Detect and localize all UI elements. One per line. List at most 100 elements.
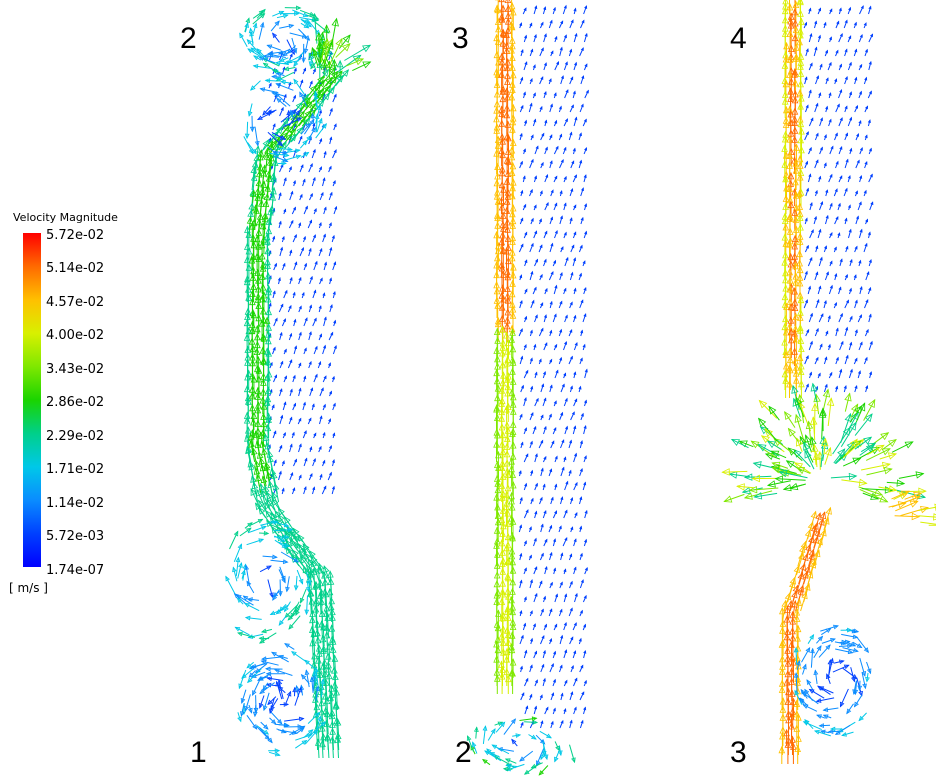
p1-swirl-vector	[259, 532, 269, 534]
p1-jet-vector-head	[264, 441, 272, 450]
p2-jet-vector-head	[498, 440, 506, 448]
p3-quiet-vector	[808, 147, 812, 155]
p2-quiet-vector-head	[549, 551, 553, 556]
p1-jet-vector-head	[254, 427, 262, 435]
p3-swirl-vector	[816, 636, 823, 644]
p1-quiet-vector	[299, 247, 304, 257]
p1-jet-vector-head	[250, 282, 257, 290]
p1-jet-vector-head	[317, 578, 324, 587]
p1-swirl-vector-head	[289, 109, 295, 116]
p3-quiet-vector-head	[809, 340, 813, 345]
p3-quiet-vector	[865, 271, 870, 281]
p2-swirl-vector-head	[502, 766, 509, 772]
p1-jet-vector	[311, 560, 320, 583]
p1-jet-vector-head	[258, 506, 266, 515]
p2-quiet-vector-head	[579, 357, 583, 362]
p2-jet-vector-head	[498, 70, 505, 78]
p3-quiet-vector-head	[829, 232, 833, 236]
p2-quiet-vector	[583, 455, 587, 463]
p2-quiet-vector	[548, 20, 553, 29]
p1-quiet-vector-head	[272, 290, 276, 295]
p2-jet-vector-head	[509, 63, 516, 71]
p3-fan-vector	[784, 411, 796, 428]
p2-quiet-vector-head	[559, 300, 563, 305]
p1-jet-vector-head	[244, 373, 251, 381]
p1-jet-vector-head	[329, 637, 337, 645]
p3-fan-vector	[739, 440, 754, 448]
p2-quiet-vector	[542, 510, 547, 519]
p2-quiet-vector-head	[550, 720, 554, 725]
p2-quiet-vector-head	[540, 21, 544, 26]
p3-jet-vector-head	[782, 284, 790, 292]
p1-jet-vector-head	[264, 295, 272, 303]
p3-swirl-vector-head	[838, 659, 845, 665]
p3-jet-vector-head	[790, 658, 797, 666]
p2-quiet-vector	[534, 511, 537, 519]
p2-quiet-vector-head	[583, 481, 587, 486]
p1-swirl-vector	[276, 98, 287, 107]
p3-fan-vector-head	[770, 450, 780, 458]
p1-quiet-vector-head	[303, 375, 307, 380]
p2-quiet-vector	[548, 525, 553, 533]
p3-quiet-vector	[855, 216, 859, 225]
p2-jet-vector-head	[499, 4, 507, 12]
p3-fan-vector	[900, 507, 929, 517]
p3-quiet-vector	[823, 300, 827, 309]
p3-quiet-vector-head	[848, 287, 852, 292]
p1-swirl-vector	[245, 565, 250, 585]
p2-quiet-vector-head	[554, 623, 558, 628]
p2-quiet-vector	[573, 678, 578, 687]
p2-quiet-vector	[540, 524, 544, 533]
p1-jet-vector-head	[260, 357, 267, 366]
p2-quiet-vector-head	[573, 622, 577, 627]
p2-jet-vector-head	[503, 467, 511, 475]
p3-jet-vector-head	[787, 87, 794, 95]
p1-jet-vector	[322, 733, 325, 751]
p3-jet-vector-head	[787, 171, 795, 180]
p1-swirl-vector-head	[225, 575, 230, 582]
p1-swirl-vector	[295, 542, 307, 553]
p3-swirl-vector-head	[793, 672, 799, 678]
p2-quiet-vector-head	[570, 76, 574, 81]
p1-fan-vector	[319, 41, 325, 66]
p1-swirl-vector	[237, 632, 255, 638]
p3-fan-vector-head	[851, 411, 859, 421]
p2-jet-vector-head	[494, 70, 502, 78]
p1-swirl-vector	[250, 31, 254, 44]
p3-jet-vector-head	[802, 553, 809, 562]
p1-swirl-vector-head	[294, 109, 300, 116]
p2-jet-vector-head	[493, 597, 501, 605]
p3-quiet-vector-head	[823, 245, 828, 250]
p1-swirl-vector	[245, 617, 262, 620]
p1-swirl-vector	[282, 155, 301, 162]
p1-swirl-vector	[301, 19, 312, 28]
p1-jet-vector	[300, 556, 315, 575]
p2-quiet-vector-head	[522, 148, 526, 153]
p2-quiet-vector-head	[534, 510, 538, 515]
p1-swirl-vector	[280, 551, 299, 563]
p1-quiet-vector-head	[329, 191, 333, 196]
p1-quiet-vector-head	[312, 122, 316, 127]
p1-swirl-vector-head	[283, 66, 290, 72]
p1-swirl-vector-head	[258, 638, 265, 644]
p3-jet-vector-head	[798, 127, 805, 135]
p2-quiet-vector	[538, 328, 544, 337]
p1-jet-vector-head	[341, 69, 350, 77]
p2-quiet-vector	[569, 720, 573, 729]
p2-quiet-vector-head	[560, 411, 564, 416]
p1-swirl-vector	[313, 671, 317, 684]
p3-fan-vector	[860, 463, 891, 471]
p2-quiet-vector	[540, 635, 545, 645]
p2-quiet-vector-head	[535, 397, 539, 402]
p1-swirl-vector-head	[273, 150, 279, 157]
p2-quiet-vector	[574, 593, 578, 603]
p2-jet-vector-head	[493, 428, 501, 436]
p3-quiet-vector-head	[859, 63, 863, 68]
p2-jet-vector-head	[504, 225, 511, 233]
p2-jet-vector-head	[494, 221, 501, 229]
p3-swirl-vector	[856, 636, 869, 653]
p2-quiet-vector-head	[552, 707, 556, 712]
p1-swirl-vector	[268, 751, 280, 756]
p3-swirl-vector	[817, 685, 831, 696]
p1-quiet-vector	[272, 347, 276, 355]
